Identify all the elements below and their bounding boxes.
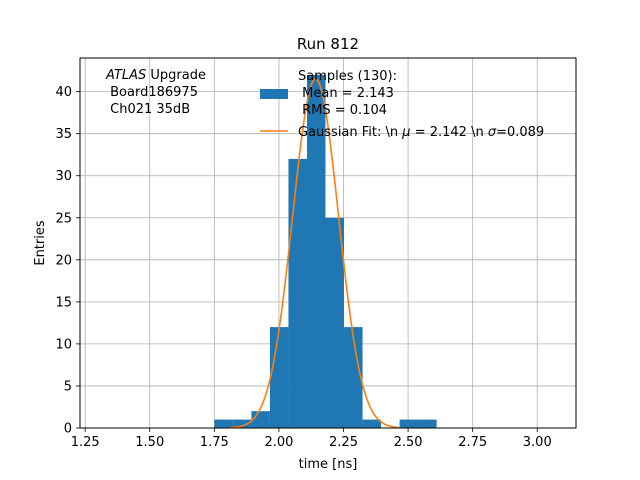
annotation-text: ATLAS Upgrade Board186975 Ch021 35dB [105,68,206,117]
histogram-bar [399,419,419,428]
histogram-bar [251,411,270,428]
chart-title: Run 812 [297,35,359,53]
legend-entry-samples: Samples (130): [298,69,397,84]
legend-entry-fit: Gaussian Fit: \n μ = 2.142 \n σ=0.089 [298,125,544,140]
y-axis: 0 5 10 15 20 25 30 35 40 [55,85,80,437]
y-tick-label: 35 [55,127,72,142]
y-tick-label: 10 [55,337,72,352]
histogram-bar [306,74,326,429]
legend: Samples (130): Mean = 2.143 RMS = 0.104 G… [260,69,544,140]
x-tick-label: 1.75 [200,435,229,450]
legend-fit-part: Gaussian Fit: \n [298,125,402,140]
fit-curve [229,78,401,429]
x-tick-label: 3.00 [523,435,552,450]
x-tick-label: 2.75 [458,435,487,450]
histogram-bar [362,419,382,428]
x-axis-label: time [ns] [299,457,358,472]
histogram-bar [232,419,252,428]
x-tick-label: 2.00 [264,435,293,450]
y-tick-label: 0 [64,422,72,437]
annotation-line: Board186975 [106,85,198,100]
plot-frame [79,57,577,429]
annotation-line: ATLAS Upgrade [105,68,206,83]
histogram-bar [269,327,289,428]
x-axis: 1.25 1.50 1.75 2.00 2.25 2.50 2.75 3.00 [71,428,552,450]
histogram-bar [344,327,363,428]
legend-entry-samples: RMS = 0.104 [298,103,387,118]
annotation-line: Ch021 35dB [106,102,190,117]
legend-patch [260,89,288,99]
y-tick-label: 5 [64,379,72,394]
legend-fit-part: = 2.142 \n [411,125,488,140]
y-axis-label: Entries [33,220,48,266]
y-tick-label: 25 [55,211,72,226]
histogram-bar [325,217,345,428]
y-tick-label: 15 [55,295,72,310]
legend-fit-part: σ [488,125,497,140]
gaussian-fit [229,78,401,429]
x-tick-label: 1.50 [135,435,164,450]
legend-fit-part: μ [401,125,410,140]
histogram-bars [214,74,437,429]
annotation-rest: Upgrade [146,68,206,83]
annotation-italic: ATLAS [105,68,146,83]
histogram-bar [214,419,233,428]
y-tick-label: 30 [55,169,72,184]
y-tick-label: 40 [55,85,72,100]
histogram-bar [288,158,307,428]
legend-fit-part: =0.089 [496,125,544,140]
histogram-bar [418,419,437,428]
x-tick-label: 1.25 [71,435,100,450]
x-tick-label: 2.25 [329,435,358,450]
y-tick-label: 20 [55,253,72,268]
legend-entry-samples: Mean = 2.143 [298,86,394,101]
x-tick-label: 2.50 [394,435,423,450]
